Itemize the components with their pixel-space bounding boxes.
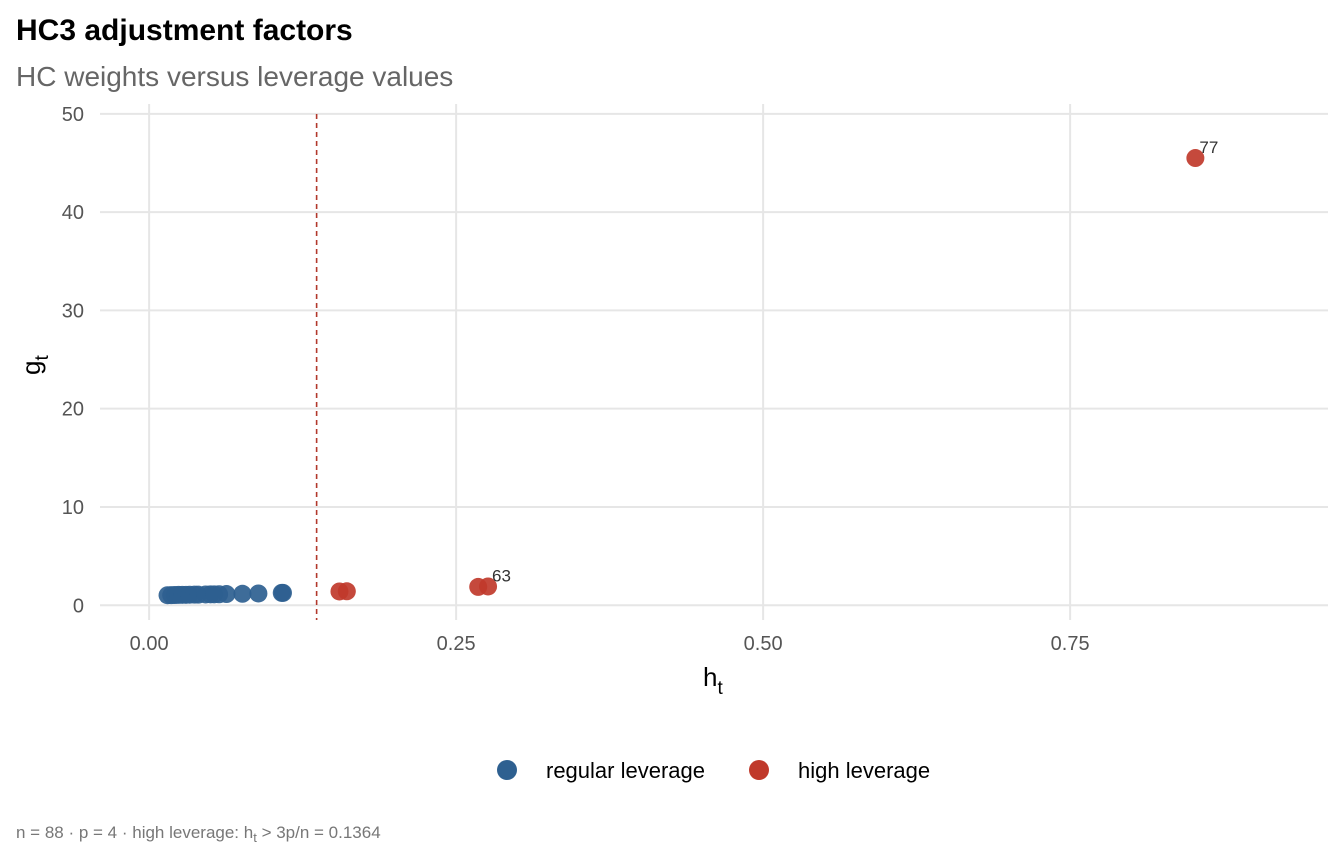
y-tick-label: 50 — [62, 104, 84, 126]
grid-lines — [100, 104, 1328, 620]
point-high-leverage — [1186, 149, 1205, 168]
point-label: 63 — [492, 566, 511, 585]
y-tick-label: 30 — [62, 300, 84, 322]
chart-subtitle: HC weights versus leverage values — [16, 61, 453, 92]
point-regular-leverage — [217, 585, 236, 604]
point-high-leverage — [337, 582, 356, 601]
data-points: 63 77 — [158, 138, 1218, 605]
legend-key-high-leverage — [749, 760, 769, 780]
y-axis-label-subscript: t — [32, 355, 53, 361]
x-tick-label: 0.50 — [744, 633, 783, 655]
caption-subscript: t — [253, 830, 257, 845]
y-axis-label: gt — [16, 355, 53, 375]
legend: regular leverage high leverage — [497, 758, 930, 783]
legend-label-regular-leverage: regular leverage — [546, 758, 705, 783]
point-regular-leverage — [233, 584, 252, 603]
y-tick-label: 20 — [62, 399, 84, 421]
x-tick-label: 0.25 — [437, 633, 476, 655]
chart-title: HC3 adjustment factors — [16, 14, 353, 47]
x-tick-label: 0.00 — [130, 633, 169, 655]
y-tick-label: 0 — [73, 595, 84, 617]
x-axis-label: ht — [703, 662, 723, 699]
point-high-leverage — [479, 577, 498, 596]
y-tick-label: 40 — [62, 202, 84, 224]
caption-prefix: n = 88 · p = 4 · high leverage: h — [16, 823, 253, 842]
chart-caption: n = 88 · p = 4 · high leverage: ht > 3p/… — [16, 823, 381, 845]
y-tick-label: 10 — [62, 497, 84, 519]
x-tick-label: 0.75 — [1051, 633, 1090, 655]
y-axis-label-main: g — [16, 361, 46, 375]
point-label: 77 — [1199, 138, 1218, 157]
point-regular-leverage — [249, 584, 268, 603]
point-regular-leverage — [273, 583, 292, 602]
caption-suffix: > 3p/n = 0.1364 — [257, 823, 381, 842]
axis-ticks: 0 10 20 30 40 50 0.00 0.25 0.50 0.75 — [62, 104, 1090, 655]
x-axis-label-subscript: t — [717, 678, 723, 699]
legend-label-high-leverage: high leverage — [798, 758, 930, 783]
x-axis-label-main: h — [703, 662, 717, 692]
legend-key-regular-leverage — [497, 760, 517, 780]
